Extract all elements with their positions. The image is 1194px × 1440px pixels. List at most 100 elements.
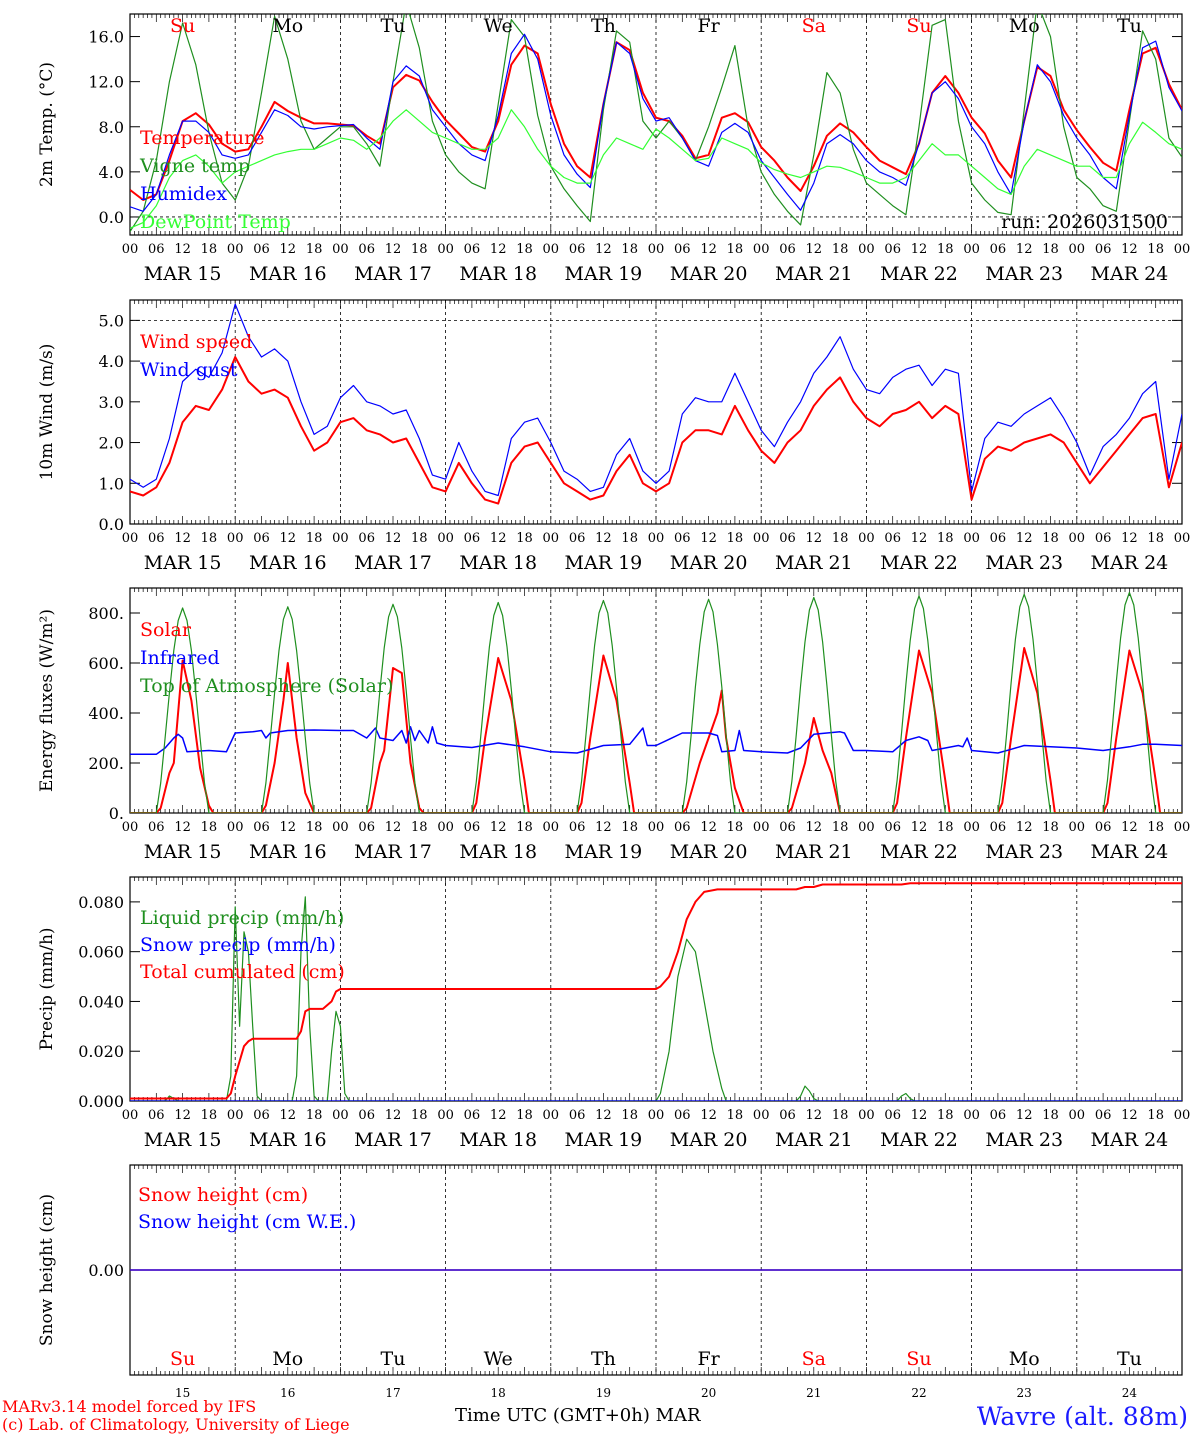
hour-tick-label: 18 — [411, 242, 428, 257]
hour-tick-label: 18 — [832, 242, 849, 257]
day-number-label: 18 — [491, 1386, 506, 1400]
hour-tick-label: 18 — [937, 531, 954, 546]
weekday-label: Su — [906, 1348, 931, 1370]
date-label: MAR 21 — [775, 841, 853, 863]
hour-tick-label: 12 — [385, 242, 402, 257]
hour-tick-label: 00 — [332, 531, 349, 546]
date-label: MAR 15 — [144, 552, 222, 574]
hour-tick-label: 06 — [148, 1108, 165, 1123]
date-label: MAR 15 — [144, 263, 222, 285]
y-tick-label: 0.000 — [78, 1092, 124, 1111]
date-label: MAR 18 — [459, 841, 537, 863]
hour-tick-label: 12 — [911, 531, 928, 546]
hour-tick-label: 00 — [648, 1108, 665, 1123]
hour-tick-label: 06 — [358, 820, 375, 835]
hour-tick-label: 12 — [911, 242, 928, 257]
hour-tick-label: 06 — [358, 531, 375, 546]
legend-entry: Wind speed — [140, 331, 252, 353]
hour-tick-label: 00 — [648, 820, 665, 835]
x-axis-title-text: Time UTC (GMT+0h) — [455, 1405, 650, 1426]
weekday-label: Mo — [1009, 1348, 1040, 1370]
legend-entry: Top of Atmosphere (Solar) — [140, 675, 393, 697]
hour-tick-label: 00 — [122, 820, 139, 835]
hour-tick-label: 18 — [937, 820, 954, 835]
date-label: MAR 17 — [354, 1129, 432, 1151]
date-label: MAR 22 — [880, 552, 958, 574]
date-label: MAR 15 — [144, 841, 222, 863]
hour-tick-label: 00 — [227, 531, 244, 546]
hour-tick-label: 12 — [806, 1108, 823, 1123]
date-label: MAR 22 — [880, 841, 958, 863]
weekday-label: We — [484, 1348, 513, 1370]
y-tick-label: 16.0 — [88, 28, 124, 47]
day-number-label: 16 — [280, 1386, 295, 1400]
hour-tick-label: 00 — [753, 820, 770, 835]
hour-tick-label: 06 — [779, 531, 796, 546]
hour-tick-label: 18 — [306, 1108, 323, 1123]
hour-tick-label: 00 — [332, 242, 349, 257]
hour-tick-label: 00 — [1174, 531, 1191, 546]
day-number-label: 17 — [385, 1386, 400, 1400]
hour-tick-label: 18 — [937, 1108, 954, 1123]
hour-tick-label: 12 — [490, 1108, 507, 1123]
hour-tick-label: 12 — [280, 242, 297, 257]
legend-entry: Snow height (cm) — [138, 1184, 308, 1206]
date-label: MAR 24 — [1091, 263, 1169, 285]
y-tick-label: 0.040 — [78, 992, 124, 1011]
y-tick-label: 12.0 — [88, 73, 124, 92]
date-label: MAR 23 — [985, 263, 1063, 285]
hour-tick-label: 06 — [148, 820, 165, 835]
legend-entry: Liquid precip (mm/h) — [140, 907, 344, 929]
y-tick-label: 600. — [88, 654, 124, 673]
hour-tick-label: 00 — [753, 1108, 770, 1123]
hour-tick-label: 00 — [858, 531, 875, 546]
hour-tick-label: 12 — [1121, 531, 1138, 546]
legend-entry: Wind gust — [140, 359, 238, 381]
hour-tick-label: 12 — [700, 820, 717, 835]
hour-tick-label: 06 — [990, 820, 1007, 835]
date-label: MAR 18 — [459, 263, 537, 285]
hour-tick-label: 18 — [201, 531, 218, 546]
hour-tick-label: 06 — [148, 531, 165, 546]
hour-tick-label: 00 — [543, 1108, 560, 1123]
hour-tick-label: 06 — [253, 1108, 270, 1123]
y-axis-label: Energy fluxes (W/m²) — [37, 609, 57, 792]
hour-tick-label: 00 — [227, 1108, 244, 1123]
weekday-label: Tu — [381, 15, 406, 37]
date-label: MAR 22 — [880, 263, 958, 285]
day-number-label: 21 — [806, 1386, 821, 1400]
y-tick-label: 0. — [109, 804, 124, 823]
hour-tick-label: 18 — [727, 242, 744, 257]
hour-tick-label: 12 — [806, 820, 823, 835]
hour-tick-label: 12 — [595, 531, 612, 546]
y-tick-label: 1.0 — [99, 474, 124, 493]
series-line-temp-1 — [130, 14, 1182, 232]
hour-tick-label: 12 — [280, 820, 297, 835]
weekday-label: Tu — [1117, 1348, 1142, 1370]
hour-tick-label: 18 — [832, 531, 849, 546]
hour-tick-label: 18 — [832, 820, 849, 835]
y-tick-label: 3.0 — [99, 393, 124, 412]
hour-tick-label: 18 — [1042, 1108, 1059, 1123]
hour-tick-label: 00 — [753, 242, 770, 257]
hour-tick-label: 00 — [332, 820, 349, 835]
run-label: run: 2026031500 — [1001, 211, 1168, 233]
credit-line-1: MARv3.14 model forced by IFS — [2, 1397, 257, 1416]
hour-tick-label: 00 — [1069, 242, 1086, 257]
date-label: MAR 20 — [670, 263, 748, 285]
hour-tick-label: 18 — [727, 820, 744, 835]
hour-tick-label: 12 — [700, 531, 717, 546]
hour-tick-label: 18 — [516, 531, 533, 546]
hour-tick-label: 06 — [253, 531, 270, 546]
hour-tick-label: 00 — [1069, 1108, 1086, 1123]
hour-tick-label: 12 — [280, 531, 297, 546]
y-tick-label: 2.0 — [99, 434, 124, 453]
y-tick-label: 0.080 — [78, 893, 124, 912]
hour-tick-label: 18 — [411, 1108, 428, 1123]
hour-tick-label: 06 — [884, 531, 901, 546]
hour-tick-label: 18 — [1147, 1108, 1164, 1123]
weekday-label: Mo — [272, 15, 303, 37]
hour-tick-label: 12 — [385, 1108, 402, 1123]
hour-tick-label: 06 — [464, 1108, 481, 1123]
